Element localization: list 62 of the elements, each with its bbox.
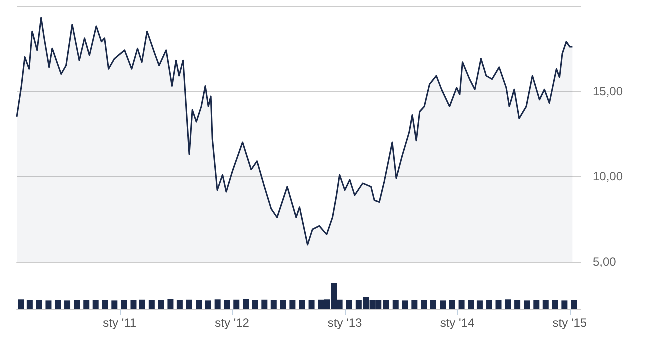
bar xyxy=(252,300,258,309)
bar xyxy=(542,300,549,309)
bar xyxy=(449,300,456,309)
bar xyxy=(112,300,118,309)
bar xyxy=(92,300,99,309)
bar xyxy=(243,299,250,309)
bar xyxy=(280,300,286,309)
bar xyxy=(505,300,512,309)
bar xyxy=(148,300,155,309)
bar xyxy=(130,300,137,309)
bar xyxy=(168,299,174,309)
bar xyxy=(552,300,558,309)
bar xyxy=(299,300,306,309)
bar xyxy=(534,300,540,309)
bar xyxy=(308,300,315,309)
bar xyxy=(234,300,240,309)
bar xyxy=(139,300,146,309)
x-tick-label: sty '14 xyxy=(440,316,475,330)
bar xyxy=(121,300,128,309)
bar xyxy=(196,300,202,309)
bar xyxy=(421,300,428,309)
x-tick-label: sty '11 xyxy=(103,316,137,330)
bar xyxy=(346,300,352,309)
bar xyxy=(571,300,578,309)
y-tick-label: 10,00 xyxy=(593,170,624,184)
bar xyxy=(224,300,230,309)
bar xyxy=(176,300,183,309)
bar xyxy=(158,300,164,309)
bar xyxy=(270,300,277,309)
bar xyxy=(205,300,212,309)
bar xyxy=(476,300,483,309)
bar xyxy=(102,300,108,309)
bar xyxy=(458,300,465,309)
x-tick-label: sty '12 xyxy=(215,316,250,330)
bar xyxy=(402,300,408,309)
y-tick-label: 15,00 xyxy=(593,84,624,98)
bar xyxy=(468,300,474,309)
bar xyxy=(26,300,33,309)
bar xyxy=(496,300,502,309)
bar xyxy=(186,300,192,309)
bar xyxy=(262,300,268,309)
bar xyxy=(412,300,418,309)
bar xyxy=(430,300,436,309)
bar xyxy=(440,300,446,309)
bar xyxy=(18,300,24,309)
bar xyxy=(46,300,52,309)
bar xyxy=(290,300,296,309)
x-tick-label: sty '15 xyxy=(552,316,588,330)
bar xyxy=(392,300,399,309)
bar xyxy=(36,300,42,309)
bar xyxy=(562,300,568,309)
bar xyxy=(64,300,71,309)
bar xyxy=(383,300,390,309)
bar xyxy=(514,300,521,309)
bar xyxy=(214,300,221,309)
bar xyxy=(486,300,493,309)
bar xyxy=(84,300,90,309)
y-tick-label: 5,00 xyxy=(593,255,617,269)
x-tick-label: sty '13 xyxy=(328,316,363,330)
bar xyxy=(74,300,80,309)
bar xyxy=(524,300,530,309)
bar xyxy=(55,300,62,309)
